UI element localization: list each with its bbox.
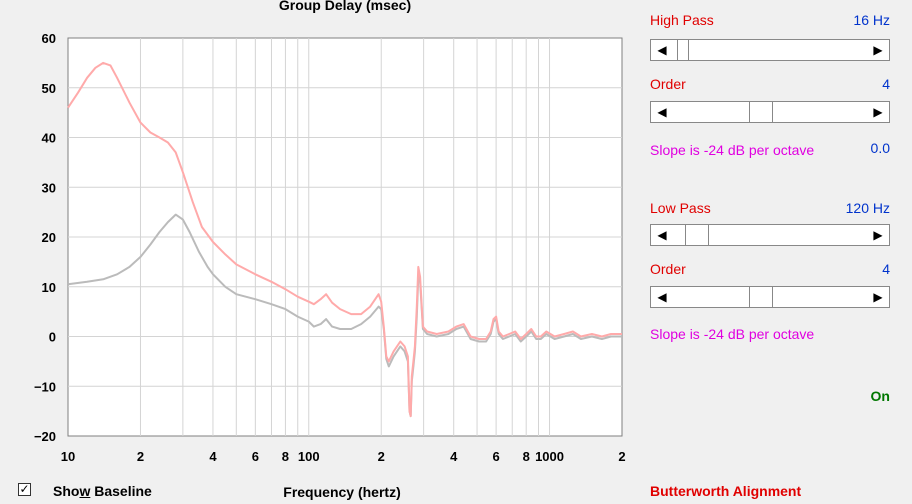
right-arrow-icon[interactable]: ▶	[867, 102, 889, 122]
low-pass-slider[interactable]: ◀ ▶	[650, 224, 890, 246]
chart-series	[67, 61, 622, 418]
x-tick-label: 4	[209, 449, 217, 464]
x-tick-label: 6	[492, 449, 499, 464]
high-pass-label: High Pass	[650, 12, 714, 28]
left-arrow-icon[interactable]: ◀	[651, 102, 673, 122]
alignment-label: Butterworth Alignment	[650, 483, 802, 499]
right-arrow-icon[interactable]: ▶	[867, 40, 889, 60]
low-pass-value: 120 Hz	[845, 200, 890, 216]
high-pass-slider-thumb[interactable]	[677, 40, 689, 60]
low-pass-order-slider-thumb[interactable]	[749, 287, 773, 307]
y-tick-label: 50	[42, 81, 56, 96]
series-line	[67, 61, 622, 418]
show-baseline-checkbox[interactable]: ✓	[18, 483, 31, 496]
low-pass-label: Low Pass	[650, 200, 711, 216]
low-pass-order-label: Order	[650, 261, 686, 277]
y-tick-label: 20	[42, 230, 56, 245]
y-tick-label: −10	[34, 379, 56, 394]
low-pass-slider-thumb[interactable]	[685, 225, 709, 245]
show-baseline-label[interactable]: Show Baseline	[53, 483, 152, 499]
x-tick-label: 10	[61, 449, 75, 464]
y-axis-ticks: 60 50 40 30 20 10 0 −10 −20	[34, 31, 56, 444]
x-tick-label: 1000	[535, 449, 564, 464]
low-pass-order-slider[interactable]: ◀ ▶	[650, 286, 890, 308]
left-arrow-icon[interactable]: ◀	[651, 225, 673, 245]
status-indicator: On	[870, 388, 890, 404]
x-tick-label: 100	[298, 449, 320, 464]
low-pass-order-value: 4	[882, 261, 890, 277]
high-pass-value: 16 Hz	[853, 12, 890, 28]
y-tick-label: 0	[49, 330, 56, 345]
right-arrow-icon[interactable]: ▶	[867, 225, 889, 245]
y-tick-label: 30	[42, 180, 56, 195]
high-pass-slope-text: Slope is -24 dB per octave	[650, 142, 815, 158]
x-tick-label: 2	[618, 449, 625, 464]
high-pass-order-slider[interactable]: ◀ ▶	[650, 101, 890, 123]
x-tick-label: 6	[252, 449, 259, 464]
x-tick-label: 8	[523, 449, 530, 464]
high-pass-slope-value: 0.0	[870, 140, 890, 156]
right-arrow-icon[interactable]: ▶	[867, 287, 889, 307]
x-tick-label: 4	[450, 449, 458, 464]
chart-title: Group Delay (msec)	[279, 0, 411, 13]
y-tick-label: 10	[42, 280, 56, 295]
y-tick-label: −20	[34, 429, 56, 444]
x-tick-label: 2	[137, 449, 144, 464]
high-pass-order-label: Order	[650, 76, 686, 92]
x-tick-label: 8	[282, 449, 289, 464]
high-pass-order-value: 4	[882, 76, 890, 92]
y-tick-label: 40	[42, 131, 56, 146]
x-axis-ticks: 10 2 4 6 8 100 2 4 6 8 1000 2	[61, 449, 626, 464]
high-pass-order-slider-thumb[interactable]	[749, 102, 773, 122]
low-pass-slope-text: Slope is -24 dB per octave	[650, 326, 815, 342]
y-tick-label: 60	[42, 31, 56, 46]
left-arrow-icon[interactable]: ◀	[651, 287, 673, 307]
high-pass-slider[interactable]: ◀ ▶	[650, 39, 890, 61]
left-arrow-icon[interactable]: ◀	[651, 40, 673, 60]
chart-grid	[68, 38, 622, 436]
x-axis-label: Frequency (hertz)	[283, 484, 400, 500]
x-tick-label: 2	[378, 449, 385, 464]
check-icon: ✓	[19, 482, 30, 496]
